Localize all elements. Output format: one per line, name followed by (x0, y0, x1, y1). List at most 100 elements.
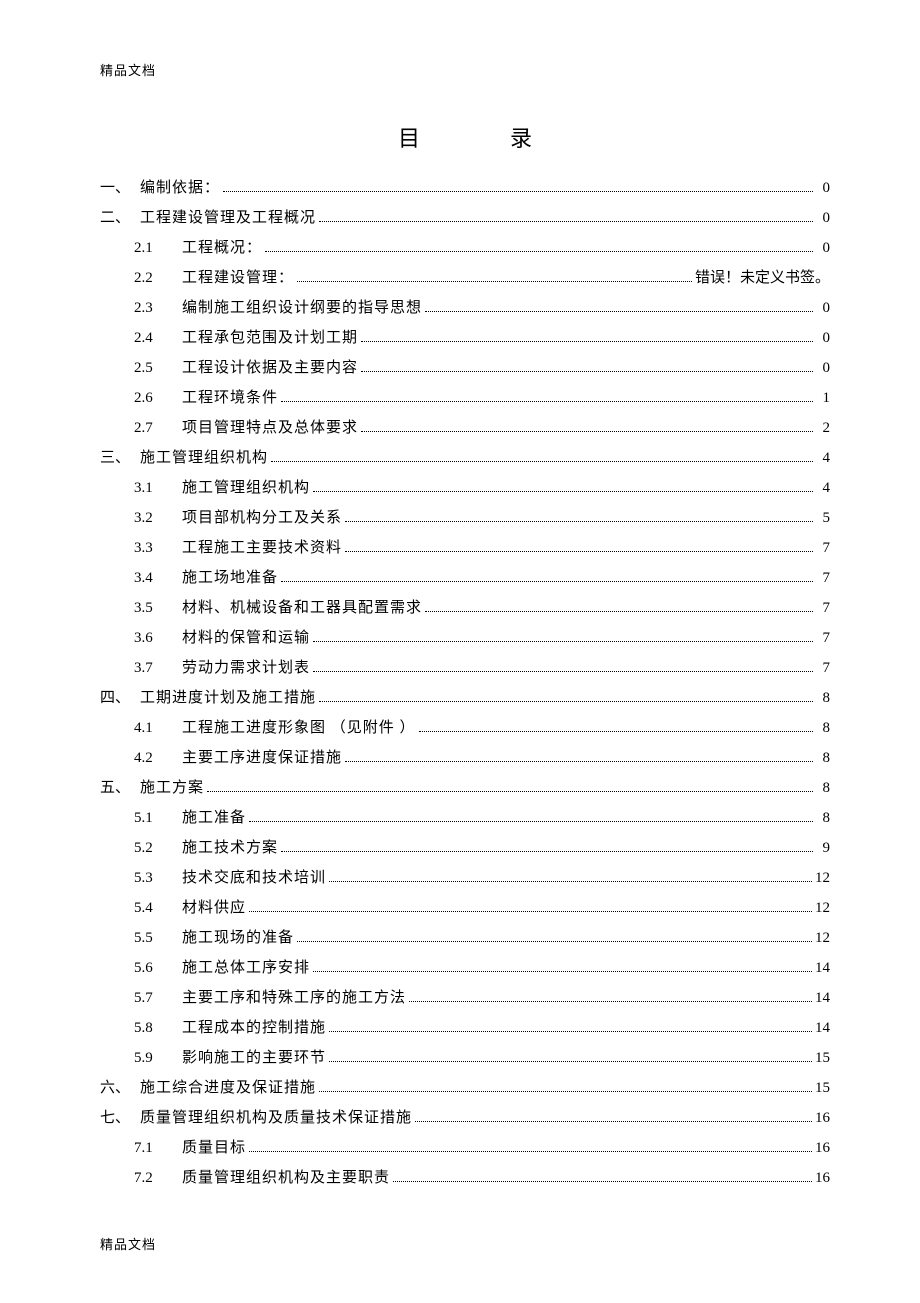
toc-row: 5.2施工技术方案 9 (100, 833, 830, 863)
toc-entry-number: 5.8 (134, 1013, 182, 1043)
toc-entry-label: 工程承包范围及计划工期 (182, 323, 358, 353)
toc-row: 2.2工程建设管理：错误！未定义书签。 (100, 263, 830, 293)
toc-entry-page: 12 (815, 893, 830, 923)
toc-entry-label: 工程建设管理： (182, 263, 294, 293)
toc-entry-page: 14 (815, 953, 830, 983)
toc-entry-label: 质量目标 (182, 1133, 246, 1163)
toc-leader-dots (313, 491, 813, 492)
toc-title: 目录 (100, 121, 830, 153)
toc-leader-dots (265, 251, 813, 252)
toc-entry-page: 14 (815, 1013, 830, 1043)
toc-row: 六、施工综合进度及保证措施15 (100, 1073, 830, 1103)
toc-entry-number: 3.3 (134, 533, 182, 563)
toc-entry-number: 5.2 (134, 833, 182, 863)
toc-entry-page: 12 (815, 923, 830, 953)
toc-entry-page: 9 (816, 833, 830, 863)
toc-row: 三、施工管理组织机构 4 (100, 443, 830, 473)
toc-entry-number: 2.1 (134, 233, 182, 263)
toc-entry-label: 工程概况： (182, 233, 262, 263)
toc-entry-page: 4 (816, 443, 830, 473)
toc-row: 七、质量管理组织机构及质量技术保证措施16 (100, 1103, 830, 1133)
toc-leader-dots (361, 371, 813, 372)
toc-entry-label: 施工管理组织机构 (182, 473, 310, 503)
toc-row: 2.5工程设计依据及主要内容0 (100, 353, 830, 383)
toc-row: 二、工程建设管理及工程概况0 (100, 203, 830, 233)
toc-entry-number: 2.3 (134, 293, 182, 323)
toc-leader-dots (271, 461, 813, 462)
toc-entry-page: 8 (816, 713, 830, 743)
toc-leader-dots (319, 1091, 812, 1092)
toc-entry-page: 12 (815, 863, 830, 893)
toc-entry-label: 施工总体工序安排 (182, 953, 310, 983)
toc-entry-label: 编制施工组织设计纲要的指导思想 (182, 293, 422, 323)
toc-row: 四、工期进度计划及施工措施8 (100, 683, 830, 713)
toc-leader-dots (361, 431, 813, 432)
toc-entry-page: 7 (816, 533, 830, 563)
toc-entry-label: 施工技术方案 (182, 833, 278, 863)
toc-row: 5.7主要工序和特殊工序的施工方法14 (100, 983, 830, 1013)
toc-list: 一、编制依据：0二、工程建设管理及工程概况02.1工程概况：02.2工程建设管理… (100, 173, 830, 1193)
toc-entry-label: 项目部机构分工及关系 (182, 503, 342, 533)
toc-row: 7.1质量目标16 (100, 1133, 830, 1163)
toc-row: 3.4施工场地准备7 (100, 563, 830, 593)
toc-row: 5.4材料供应12 (100, 893, 830, 923)
toc-entry-label: 工期进度计划及施工措施 (140, 683, 316, 713)
toc-entry-label: 材料、机械设备和工器具配置需求 (182, 593, 422, 623)
toc-row: 5.3技术交底和技术培训 12 (100, 863, 830, 893)
toc-row: 5.5施工现场的准备12 (100, 923, 830, 953)
toc-entry-number: 5.3 (134, 863, 182, 893)
toc-entry-number: 三、 (100, 443, 140, 473)
toc-entry-number: 3.7 (134, 653, 182, 683)
toc-entry-number: 3.4 (134, 563, 182, 593)
toc-entry-label: 技术交底和技术培训 (182, 863, 326, 893)
document-page: 精品文档 目录 一、编制依据：0二、工程建设管理及工程概况02.1工程概况：02… (0, 0, 920, 1303)
toc-row: 7.2质量管理组织机构及主要职责16 (100, 1163, 830, 1193)
toc-entry-label: 材料供应 (182, 893, 246, 923)
toc-entry-label: 施工场地准备 (182, 563, 278, 593)
toc-entry-number: 5.1 (134, 803, 182, 833)
toc-leader-dots (249, 911, 812, 912)
toc-leader-dots (223, 191, 813, 192)
toc-entry-label: 编制依据： (140, 173, 220, 203)
toc-entry-page: 7 (816, 623, 830, 653)
toc-entry-page: 7 (816, 653, 830, 683)
toc-entry-number: 4.1 (134, 713, 182, 743)
toc-entry-label: 工程成本的控制措施 (182, 1013, 326, 1043)
page-footer: 精品文档 (100, 1234, 156, 1253)
toc-leader-dots (319, 221, 813, 222)
toc-leader-dots (393, 1181, 812, 1182)
toc-row: 3.3工程施工主要技术资料 7 (100, 533, 830, 563)
toc-entry-page: 5 (816, 503, 830, 533)
toc-row: 五、施工方案8 (100, 773, 830, 803)
toc-entry-label: 主要工序进度保证措施 (182, 743, 342, 773)
toc-leader-dots (345, 521, 813, 522)
toc-entry-label: 施工现场的准备 (182, 923, 294, 953)
toc-leader-dots (249, 1151, 812, 1152)
toc-leader-dots (313, 971, 812, 972)
toc-entry-label: 施工准备 (182, 803, 246, 833)
page-header: 精品文档 (100, 60, 830, 79)
toc-entry-number: 3.1 (134, 473, 182, 503)
toc-entry-label: 劳动力需求计划表 (182, 653, 310, 683)
toc-entry-page: 7 (816, 593, 830, 623)
toc-row: 5.1施工准备 8 (100, 803, 830, 833)
toc-entry-number: 一、 (100, 173, 140, 203)
toc-entry-page: 16 (815, 1103, 830, 1133)
toc-entry-number: 四、 (100, 683, 140, 713)
toc-entry-page: 0 (816, 293, 830, 323)
toc-entry-label: 工程施工主要技术资料 (182, 533, 342, 563)
toc-entry-number: 七、 (100, 1103, 140, 1133)
toc-entry-number: 3.6 (134, 623, 182, 653)
toc-leader-dots (361, 341, 813, 342)
toc-entry-number: 2.7 (134, 413, 182, 443)
toc-leader-dots (329, 1031, 812, 1032)
toc-entry-number: 2.5 (134, 353, 182, 383)
toc-entry-page: 15 (815, 1043, 830, 1073)
toc-entry-page: 8 (816, 803, 830, 833)
toc-entry-label: 项目管理特点及总体要求 (182, 413, 358, 443)
toc-row: 2.4工程承包范围及计划工期0 (100, 323, 830, 353)
toc-entry-label: 施工管理组织机构 (140, 443, 268, 473)
toc-row: 3.6材料的保管和运输7 (100, 623, 830, 653)
toc-leader-dots (425, 311, 813, 312)
toc-leader-dots (313, 641, 813, 642)
